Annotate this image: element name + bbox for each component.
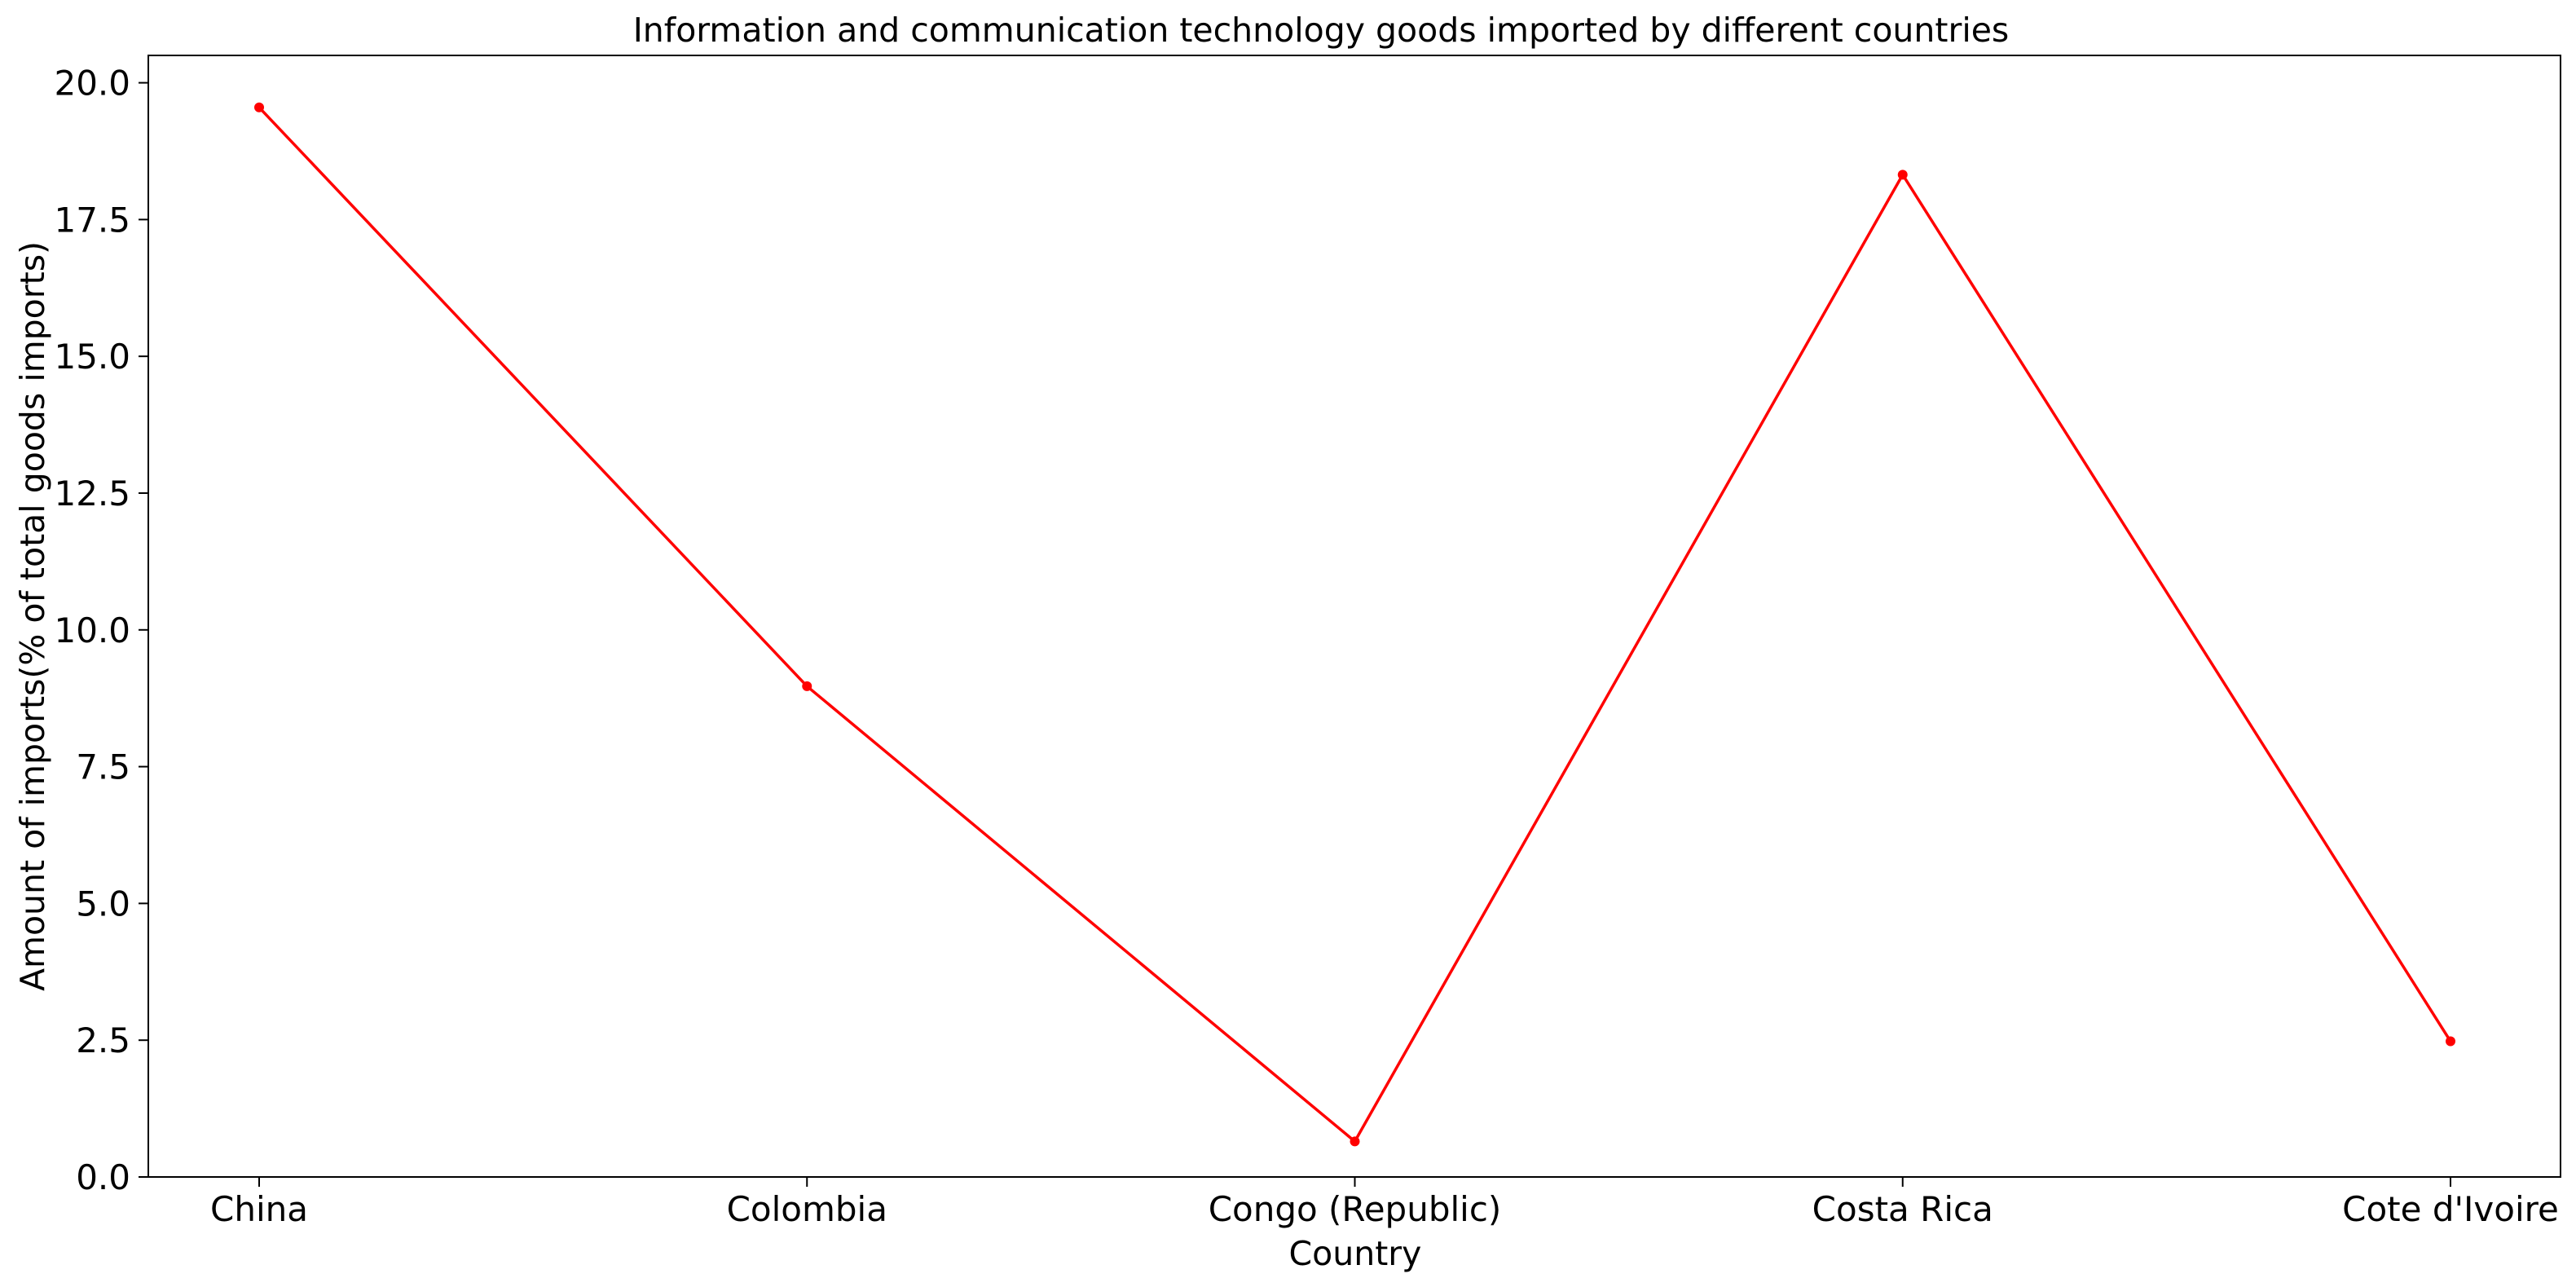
x-axis-label: Country (1289, 1234, 1422, 1273)
data-point-congo-republic (1350, 1136, 1360, 1147)
y-tick-label: 20.0 (54, 64, 130, 104)
chart-title: Information and communication technology… (633, 11, 2010, 50)
y-tick-label: 12.5 (54, 474, 130, 513)
plot-area (254, 102, 2455, 1147)
y-tick-label: 5.0 (76, 884, 130, 923)
y-tick-label: 2.5 (76, 1020, 130, 1060)
y-tick-label: 10.0 (54, 610, 130, 650)
x-tick-label: Costa Rica (1812, 1189, 1993, 1229)
y-axis: 0.0 2.5 5.0 7.5 10.0 12.5 15.0 17.5 20.0 (54, 64, 148, 1197)
y-tick-label: 17.5 (54, 200, 130, 240)
x-tick-label: Cote d'Ivoire (2342, 1189, 2559, 1229)
y-tick-label: 7.5 (76, 747, 130, 787)
x-tick-label: Colombia (727, 1189, 887, 1229)
data-point-china (254, 102, 264, 112)
x-tick-label: China (210, 1189, 308, 1229)
series-line (258, 106, 2452, 1144)
x-tick-label: Congo (Republic) (1209, 1189, 1502, 1229)
y-axis-label: Amount of imports(% of total goods impor… (13, 241, 52, 991)
plot-frame (148, 55, 2561, 1178)
y-tick-label: 15.0 (54, 337, 130, 377)
x-axis: China Colombia Congo (Republic) Costa Rica C… (210, 1177, 2559, 1229)
data-point-cote-d-ivoire (2446, 1036, 2455, 1047)
data-point-colombia (802, 681, 812, 691)
data-point-costa-rica (1897, 170, 1908, 180)
y-tick-label: 0.0 (76, 1157, 130, 1197)
